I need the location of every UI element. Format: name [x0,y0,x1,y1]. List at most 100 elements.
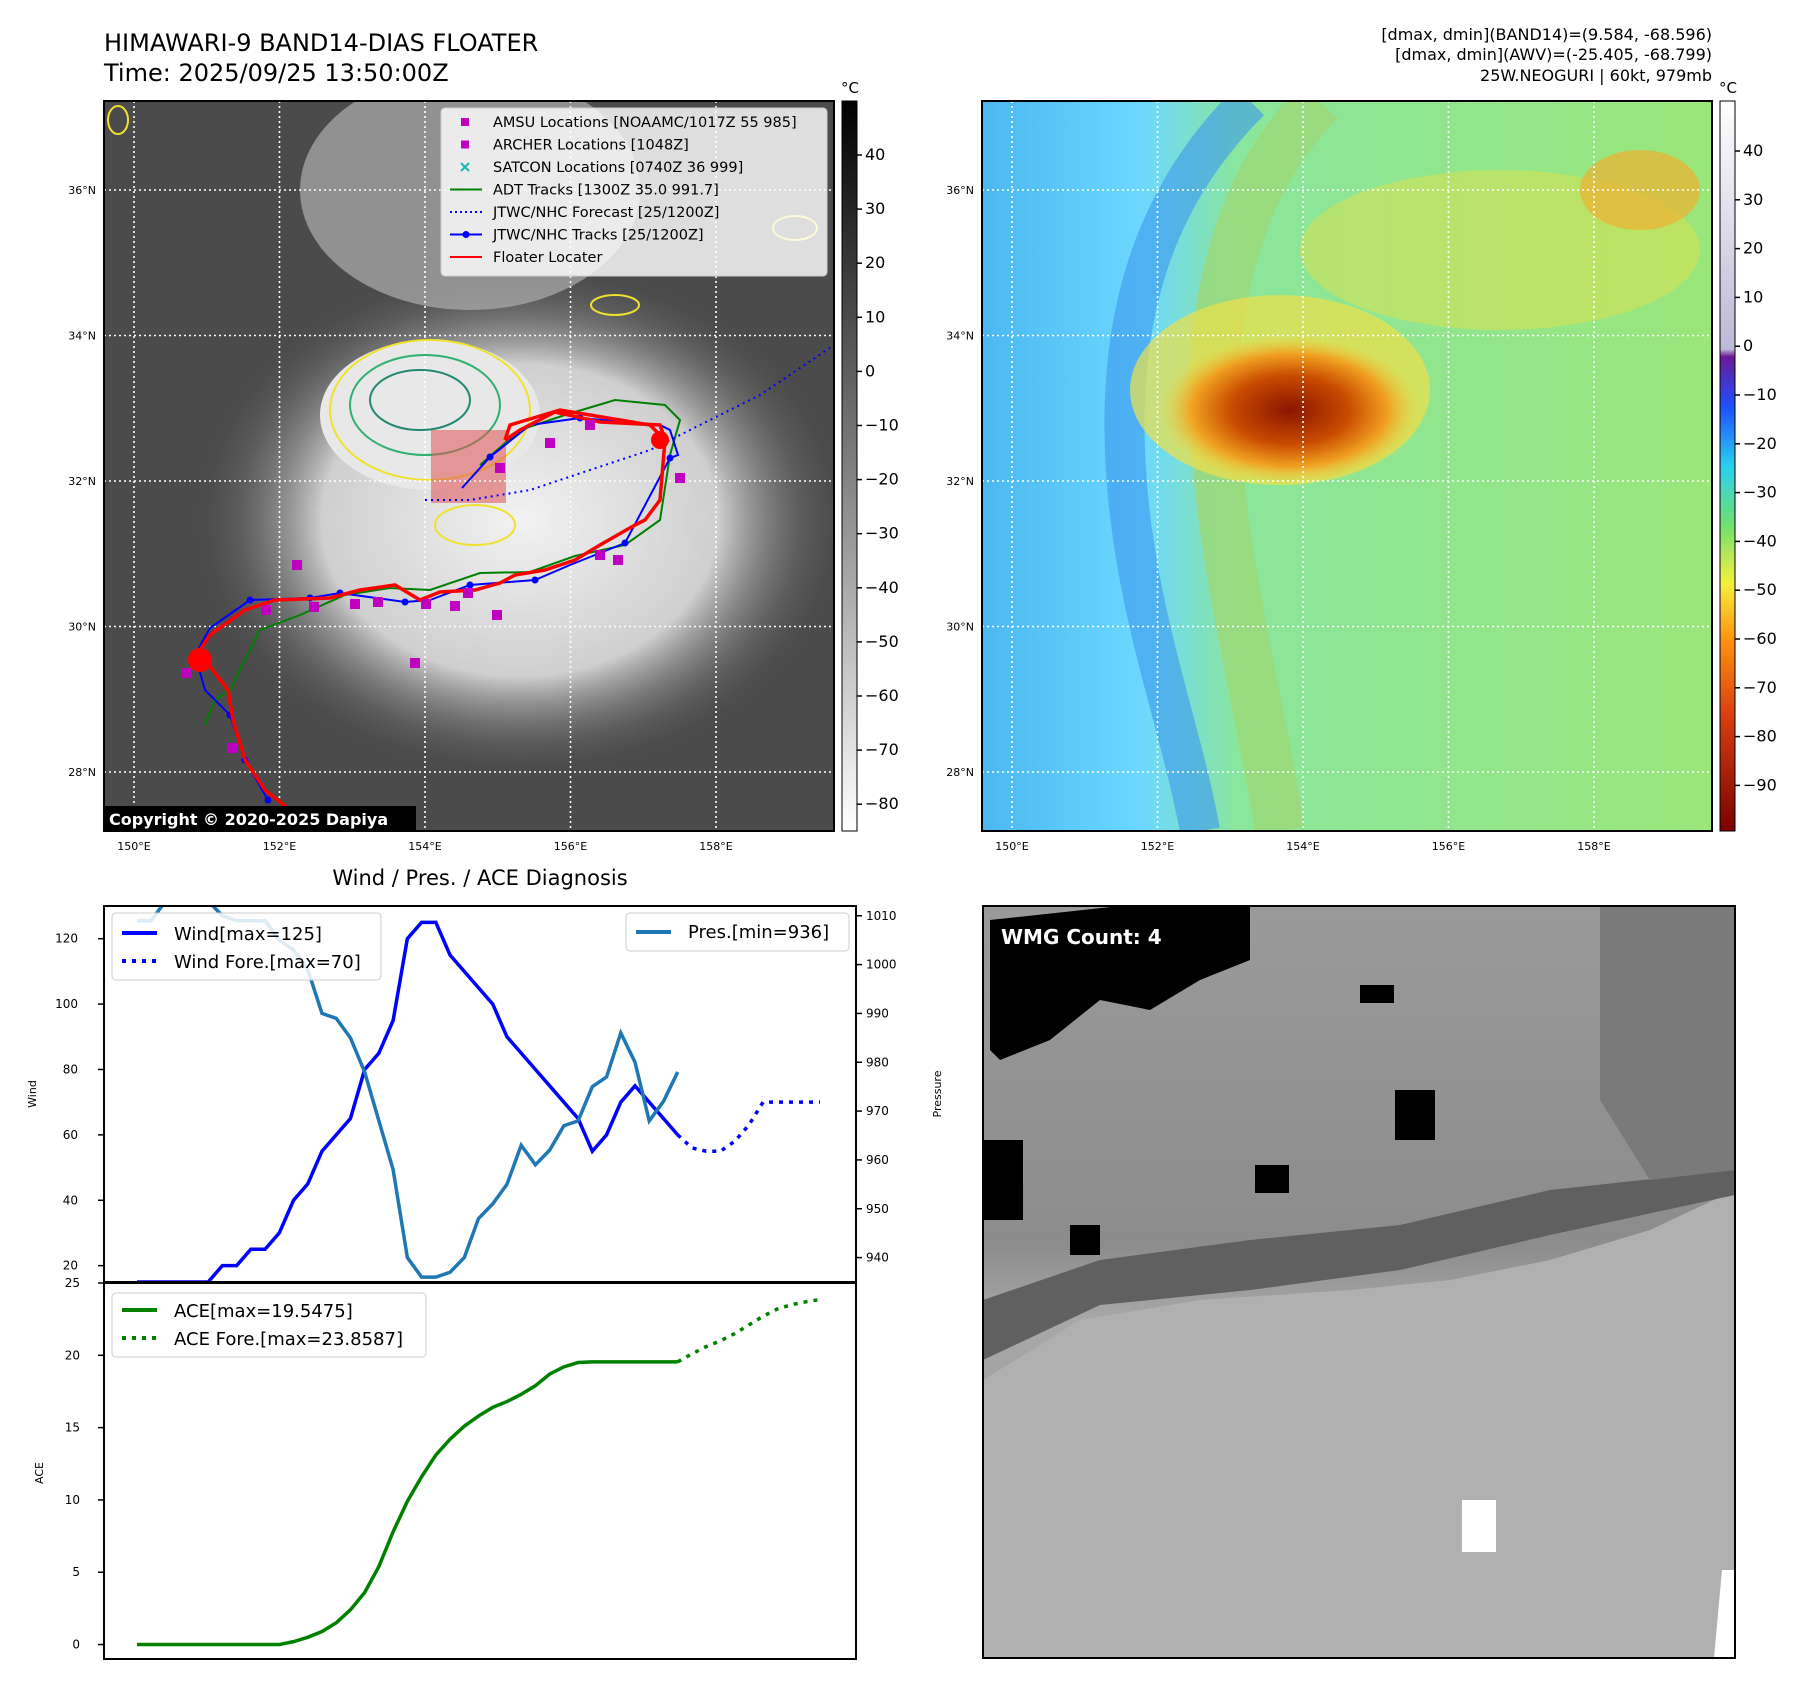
legend-label: ADT Tracks [1300Z 35.0 991.7] [493,183,719,199]
floater-current-marker [651,431,669,449]
figure-time: Time: 2025/09/25 13:50:00Z [103,59,449,87]
wv-colorbar-tick-label: 0 [1743,336,1753,355]
amsu-location-marker [350,599,360,609]
wv-lon-label: 150°E [995,840,1028,853]
wv-lat-label: 28°N [946,766,974,779]
amsu-location-marker [545,438,555,448]
ir-lon-label: 150°E [117,840,150,853]
legend-ace-fore: ACE Fore.[max=23.8587] [174,1329,403,1350]
wv-colorbar-tick-label: −50 [1743,580,1777,599]
jtwc-track-point [621,539,629,547]
wmg-dark-band [983,1170,1735,1360]
wv-colorbar-tick-label: −30 [1743,483,1777,502]
amsu-location-marker [261,605,271,615]
amsu-location-marker [410,658,420,668]
ir-lon-label: 154°E [408,840,441,853]
wmg-black-speck-4 [1070,1225,1100,1255]
ir-colorbar-tick-label: 20 [865,253,885,272]
wmg-count-text: WMG Count: 4 [1001,925,1162,949]
jtwc-track-point [466,581,474,589]
jtwc-track-point [666,454,674,462]
ace-chart-frame [103,1282,857,1660]
ace-tick-label: 5 [72,1565,80,1579]
ir-colorbar-tick-label: 10 [865,307,885,326]
floater-locater-marker [188,648,212,672]
ir-colorbar-tick-label: 40 [865,145,885,164]
ace-axis-label: ACE [33,1462,46,1484]
wind-tick-label: 60 [63,1128,78,1142]
wv-map-frame [981,100,1713,832]
ir-lon-label: 158°E [699,840,732,853]
ir-lon-label: 156°E [554,840,587,853]
figure-title: HIMAWARI-9 BAND14-DIAS FLOATER [104,29,538,57]
legend-label: JTWC/NHC Forecast [25/1200Z] [492,205,719,221]
ir-map-frame [103,100,835,832]
amsu-location-marker [227,743,237,753]
amsu-location-marker [585,420,595,430]
legend-wind-fore: Wind Fore.[max=70] [174,952,361,973]
wind-tick-label: 40 [63,1193,78,1207]
wv-colorbar-tick-label: 10 [1743,287,1763,306]
wv-map-panel: 36°N 34°N 32°N 30°N 28°N 150°E 152°E 154°E 156°… [946,100,1713,853]
wv-dry-band [1104,101,1265,831]
amsu-location-marker [613,555,623,565]
wv-colorbar-tick-label: 20 [1743,239,1763,258]
pressure-tick-label: 970 [866,1104,889,1118]
ir-lat-label: 30°N [68,621,96,634]
wv-colorbar-tick-label: −90 [1743,775,1777,794]
wmg-black-left [983,1140,1023,1220]
amsu-location-marker [495,463,505,473]
amsu-locations [181,420,685,753]
wv-lon-label: 154°E [1286,840,1319,853]
ace-tick-label: 10 [65,1493,80,1507]
ir-colorbar-tick-label: −20 [865,470,899,489]
legend-label: Floater Locater [493,250,602,266]
floater-recent-track [503,408,662,441]
wv-colorbar: °C 40 30 20 10 0 −10 −20 −30 −40 −50 −60 −70 −80 −90 [1719,79,1777,832]
wv-lat-labels: 36°N 34°N 32°N 30°N 28°N [946,184,974,779]
legend-square-marker [461,118,469,126]
ir-map-legend: AMSU Locations [NOAAMC/1017Z 55 985] ARCH… [440,107,828,277]
wv-colorbar-tick-label: 30 [1743,190,1763,209]
wind-axis-ticks: 120 100 80 60 40 20 [55,932,104,1273]
ir-lat-label: 34°N [68,330,96,343]
pressure-axis-ticks: 1010 1000 990 980 970 960 950 940 [856,909,897,1265]
wmg-black-speck-2 [1395,1090,1435,1140]
ir-colorbar-unit: °C [841,79,859,97]
pressure-tick-label: 1000 [866,958,897,972]
ir-lat-label: 32°N [68,475,96,488]
pressure-tick-label: 960 [866,1153,889,1167]
ace-axis-ticks: 25 20 15 10 5 0 [65,1276,104,1652]
amsu-location-marker [181,668,191,678]
wind-tick-label: 80 [63,1062,78,1076]
ir-lat-label: 28°N [68,766,96,779]
wmg-panel: WMG Count: 4 [982,905,1736,1659]
ir-lon-label: 152°E [263,840,296,853]
ir-lat-label: 36°N [68,184,96,197]
ace-line [137,1360,678,1647]
wv-colorbar-tick-label: −20 [1743,434,1777,453]
ir-floater-box [431,430,506,503]
wind-line [137,920,680,1282]
ace-tick-label: 20 [65,1348,80,1362]
ir-colorbar-tick-label: −70 [865,740,899,759]
legend-label: SATCON Locations [0740Z 36 999] [493,160,743,176]
wv-ne-cloud [1580,150,1700,230]
jtwc-forecast [425,344,834,501]
wind-tick-label: 20 [63,1259,78,1273]
legend-wind: Wind[max=125] [174,924,322,945]
wv-gridlines [982,101,1712,831]
ir-colorbar-tick-label: −40 [865,578,899,597]
wv-lat-label: 30°N [946,621,974,634]
wv-colorbar-tick-label: 40 [1743,141,1763,160]
dmax-awv-text: [dmax, dmin](AWV)=(-25.405, -68.799) [1395,45,1712,64]
amsu-location-marker [450,601,460,611]
ace-tick-label: 15 [65,1421,80,1435]
amsu-location-marker [292,560,302,570]
ir-colorbar-tick-label: 30 [865,199,885,218]
ir-core [320,340,540,490]
amsu-location-marker [492,610,502,620]
ir-colorbar-tick-label: −60 [865,686,899,705]
legend-ace: ACE[max=19.5475] [174,1301,353,1322]
jtwc-track-point [401,598,409,606]
